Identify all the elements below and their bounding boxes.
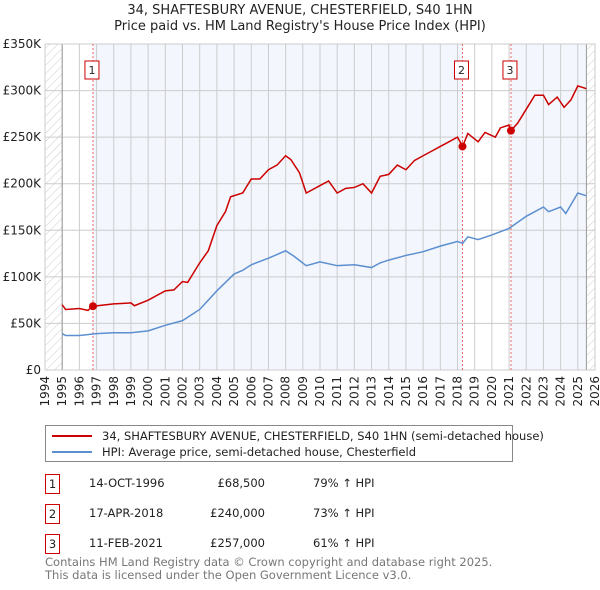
sale-date: 14-OCT-1996 [89,476,165,490]
x-tick-label: 2018 [451,376,465,407]
x-tick-label: 2012 [347,376,361,407]
sale-hpi: 79% ↑ HPI [313,476,375,490]
sale-point [506,126,515,135]
x-tick-label: 2000 [141,376,155,407]
sale-hpi: 73% ↑ HPI [313,506,375,520]
x-tick-label: 2022 [519,376,533,407]
hatched-region [45,44,63,370]
chart-title: 34, SHAFTESBURY AVENUE, CHESTERFIELD, S4… [127,3,473,18]
y-tick-label: £250K [3,130,43,144]
x-tick-label: 2019 [468,376,482,407]
x-tick-label: 1998 [107,376,121,407]
sale-date: 17-APR-2018 [89,506,164,520]
x-tick-label: 1995 [55,376,69,407]
sale-price: £257,000 [210,536,265,550]
x-tick-label: 1994 [38,376,52,407]
x-tick-label: 2025 [571,376,585,407]
x-tick-label: 2024 [554,376,568,407]
y-tick-label: £150K [3,223,43,237]
legend-item-property: 34, SHAFTESBURY AVENUE, CHESTERFIELD, S4… [52,428,544,444]
sale-marker-label: 3 [45,534,60,554]
legend-item-hpi: HPI: Average price, semi-detached house,… [52,444,416,460]
x-tick-label: 1997 [90,376,104,407]
x-tick-label: 1996 [72,376,86,407]
y-tick-label: £300K [3,84,43,98]
y-tick-label: £200K [3,177,43,191]
x-tick-label: 2001 [158,376,172,407]
hatched-region [586,44,595,370]
sale-marker-box [84,60,100,80]
x-tick-label: 2006 [244,376,258,407]
footer-line: Contains HM Land Registry data © Crown c… [45,555,493,569]
sale-marker-label: 1 [88,64,95,77]
sale-marker-label: 1 [45,474,60,494]
x-tick-label: 2002 [176,376,190,407]
x-tick-label: 2004 [210,376,224,407]
x-tick-label: 2003 [193,376,207,407]
y-tick-label: £50K [10,316,42,330]
x-tick-label: 2021 [502,376,516,407]
plot-border [44,43,596,371]
x-tick-label: 2015 [399,376,413,407]
shaded-period [92,44,463,370]
x-tick-label: 1999 [124,376,138,407]
sale-date: 11-FEB-2021 [89,536,163,550]
x-tick-label: 2007 [261,376,275,407]
sale-point [458,142,467,151]
sale-price: £68,500 [217,476,265,490]
x-tick-label: 2017 [433,376,447,407]
legend-swatch [52,435,92,437]
legend-label: 34, SHAFTESBURY AVENUE, CHESTERFIELD, S4… [102,429,544,443]
footer: Contains HM Land Registry data © Crown c… [45,556,492,582]
x-tick-label: 2005 [227,376,241,407]
x-tick-label: 2023 [536,376,550,407]
y-tick-label: £0 [26,363,41,377]
series-line [61,192,587,337]
sale-price: £240,000 [210,506,265,520]
y-tick-label: £350K [3,37,43,51]
shaded-period [510,44,587,370]
x-tick-label: 2009 [296,376,310,407]
sale-marker-label: 2 [45,504,60,524]
chart-subtitle: Price paid vs. HM Land Registry's House … [114,19,486,34]
x-tick-label: 2011 [330,376,344,407]
y-tick-label: £100K [3,270,43,284]
sale-marker-box [502,60,518,80]
chart: 1994 1995 1996 1997 1998 1999 2000 2001 2002 2003… [3,37,600,407]
x-tick-label: 2013 [365,376,379,407]
sale-marker-label: 2 [458,64,465,77]
footer-line: This data is licensed under the Open Gov… [45,568,412,582]
legend-label: HPI: Average price, semi-detached house,… [102,445,417,459]
sale-marker-label: 3 [506,64,513,77]
x-tick-label: 2010 [313,376,327,407]
x-tick-label: 2014 [382,376,396,407]
x-tick-label: 2008 [279,376,293,407]
sale-marker-box [453,60,469,80]
x-tick-label: 2016 [416,376,430,407]
legend: 34, SHAFTESBURY AVENUE, CHESTERFIELD, S4… [45,425,544,462]
sale-point [88,302,97,311]
sale-hpi: 61% ↑ HPI [313,536,375,550]
x-tick-label: 2026 [588,376,600,407]
x-tick-label: 2020 [485,376,499,407]
legend-swatch [52,451,92,453]
